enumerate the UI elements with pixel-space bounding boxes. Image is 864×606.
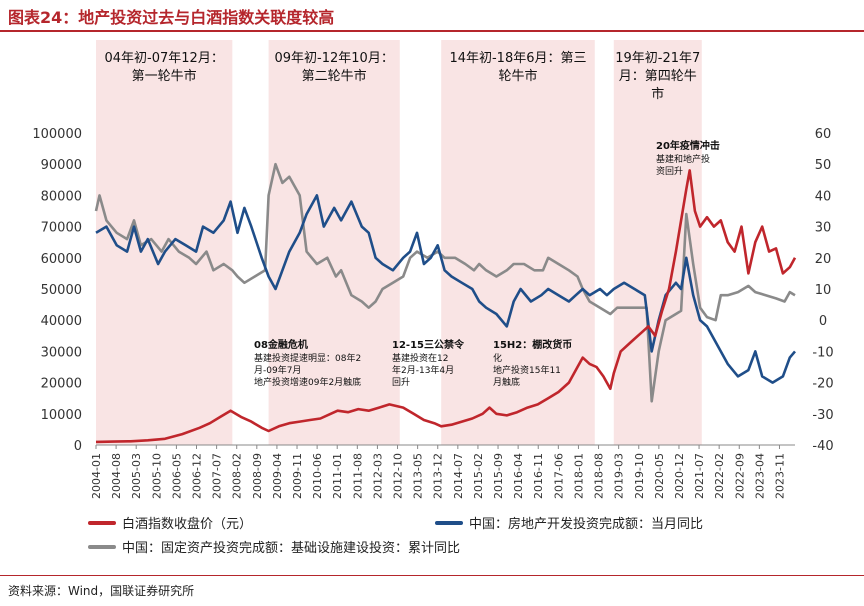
annotation-title: 08金融危机 [254, 338, 308, 351]
x-tick-label: 2014-07 [452, 453, 465, 499]
band-label: 04年初-07年12月： [105, 51, 224, 66]
annotation-title: 20年疫情冲击 [656, 139, 720, 152]
x-tick-label: 2013-12 [432, 453, 445, 499]
chart-title: 图表24：地产投资过去与白酒指数关联度较高 [8, 8, 335, 27]
right-tick-label: 40 [815, 189, 832, 204]
x-tick-label: 2018-01 [572, 453, 585, 499]
x-tick-label: 2011-08 [351, 453, 364, 499]
annotation-text: 回升 [392, 377, 410, 388]
band-label: 第二轮牛市 [302, 68, 367, 84]
left-tick-label: 20000 [41, 377, 82, 392]
x-tick-label: 2021-07 [693, 453, 706, 499]
band-label: 14年初-18年6月：第三 [449, 51, 586, 66]
series-line [94, 162, 796, 403]
annotation-text: 地产投资增速09年2月触底 [254, 376, 361, 388]
x-tick-label: 2015-02 [472, 453, 485, 499]
x-tick-label: 2011-01 [331, 453, 344, 499]
right-tick-label: 60 [815, 127, 832, 142]
x-tick-label: 2019-03 [613, 453, 626, 499]
x-tick-label: 2022-09 [733, 453, 746, 499]
x-tick-label: 2020-12 [673, 453, 686, 499]
x-tick-label: 2018-08 [593, 453, 606, 499]
band-label: 轮牛市 [498, 68, 537, 84]
bull-market-band [96, 40, 233, 445]
x-tick-label: 2016-11 [532, 453, 545, 499]
annotation-title: 12-15三公禁令 [392, 338, 465, 351]
legend-label: 白酒指数收盘价（元） [122, 516, 252, 532]
right-tick-label: -20 [812, 377, 833, 392]
x-tick-label: 2017-06 [552, 453, 565, 499]
bull-market-band [441, 40, 595, 445]
x-tick-label: 2004-01 [90, 453, 103, 499]
band-label: 月：第四轮牛 [619, 69, 697, 84]
left-tick-label: 100000 [32, 127, 82, 142]
x-tick-label: 2023-04 [753, 453, 766, 499]
x-tick-label: 2008-02 [231, 453, 244, 499]
x-tick-label: 2013-05 [412, 453, 425, 499]
series-line [95, 194, 796, 384]
right-tick-label: 0 [819, 314, 827, 329]
x-tick-label: 2004-08 [110, 453, 123, 499]
right-tick-label: 50 [815, 158, 832, 173]
annotation-text: 年2月-13年4月 [392, 364, 454, 376]
footer-rule [0, 575, 864, 576]
left-tick-label: 70000 [41, 221, 82, 236]
x-tick-label: 2009-11 [291, 453, 304, 499]
x-tick-label: 2005-10 [150, 453, 163, 499]
left-tick-label: 60000 [41, 252, 82, 267]
left-tick-label: 0 [74, 439, 82, 454]
annotation-text: 资回升 [656, 166, 683, 177]
title-rule [0, 30, 864, 32]
x-tick-label: 2008-09 [251, 453, 264, 499]
right-tick-label: -30 [812, 408, 833, 423]
x-tick-label: 2007-07 [211, 453, 224, 499]
x-tick-label: 2023-11 [773, 453, 786, 499]
x-tick-label: 2005-03 [130, 453, 143, 499]
x-tick-label: 2012-03 [371, 453, 384, 499]
annotation-text: 基建投资在12 [392, 352, 448, 364]
left-tick-label: 50000 [41, 283, 82, 298]
annotation-title: 15H2：棚改货币 [493, 338, 572, 351]
left-tick-label: 40000 [41, 314, 82, 329]
legend-label: 中国：房地产开发投资完成额：当月同比 [469, 516, 703, 532]
x-tick-label: 2006-12 [191, 453, 204, 499]
left-tick-label: 30000 [41, 345, 82, 360]
x-tick-label: 2010-06 [311, 453, 324, 499]
right-tick-label: 20 [815, 252, 832, 267]
right-tick-label: -40 [812, 439, 833, 454]
bull-market-band [268, 40, 400, 445]
annotation-text: 基建投资提速明显：08年2 [254, 352, 361, 364]
x-tick-label: 2015-09 [492, 453, 505, 499]
x-tick-label: 2009-04 [271, 453, 284, 499]
x-tick-label: 2012-10 [392, 453, 405, 499]
band-label: 第一轮牛市 [132, 68, 197, 84]
left-tick-label: 90000 [41, 158, 82, 173]
annotation-text: 化 [493, 352, 502, 364]
bull-market-band [613, 40, 702, 445]
x-tick-label: 2020-05 [653, 453, 666, 499]
annotation-text: 地产投资15年11 [493, 364, 561, 376]
x-tick-label: 2006-05 [170, 453, 183, 499]
right-tick-label: -10 [812, 345, 833, 360]
band-label: 市 [651, 86, 664, 102]
annotation-text: 基建和地产投 [656, 153, 710, 165]
left-tick-label: 10000 [41, 408, 82, 423]
source-note: 资料来源：Wind，国联证券研究所 [8, 584, 195, 598]
legend-label: 中国：固定资产投资完成额：基础设施建设投资：累计同比 [122, 540, 460, 556]
line-chart: 04年初-07年12月： 第一轮牛市 09年初-12年10月： 第二轮牛市 14年初-1… [32, 40, 834, 556]
x-tick-label: 2019-10 [633, 453, 646, 499]
series-line [95, 169, 797, 444]
right-tick-label: 30 [815, 221, 832, 236]
annotation-text: 月-09年7月 [254, 364, 301, 376]
left-tick-label: 80000 [41, 189, 82, 204]
x-tick-label: 2016-04 [512, 453, 525, 499]
x-tick-label: 2022-02 [713, 453, 726, 499]
annotation-text: 月触底 [493, 376, 520, 388]
right-tick-label: 10 [815, 283, 832, 298]
band-label: 19年初-21年7 [615, 51, 700, 66]
band-label: 09年初-12年10月： [275, 51, 394, 66]
